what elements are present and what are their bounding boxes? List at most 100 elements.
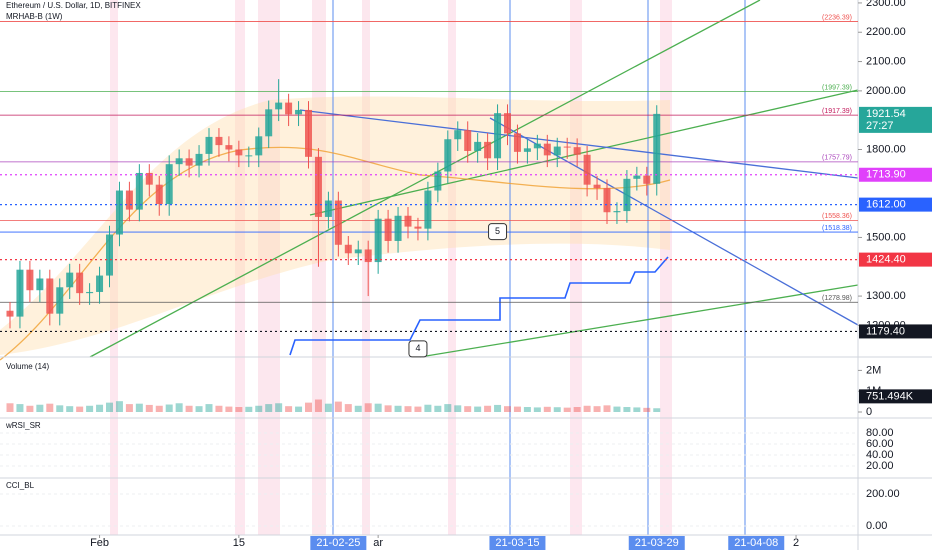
volume-bar [434,405,442,412]
trend-lines [0,0,859,361]
y-tick-label: 0 [866,406,872,418]
candle-body [275,102,283,110]
volume-bar [474,406,482,412]
volume-bar [195,406,203,412]
date-tag [489,536,546,550]
volume-bar [354,405,362,412]
volume-bar [235,407,243,412]
candle-body [523,148,531,152]
volume-bar [175,403,183,412]
candle-body [444,139,452,172]
volume-bar [424,404,432,412]
candle-body [215,136,223,146]
candle-body [225,145,233,150]
candle-body [583,154,591,185]
volume-bar [106,402,113,412]
level-label: (1997.39) [822,84,852,91]
x-tick-label: 21-02-25 [316,537,360,549]
candle-body [513,133,521,152]
volume-bar [464,406,472,412]
candle-body [135,172,143,210]
volume-bar [265,404,273,412]
volume-bar [205,404,213,412]
level-label: (1757.79) [822,155,852,162]
candle-body [26,269,34,291]
price-tag-label: 1921.54 [866,108,906,120]
candle-body [344,244,352,254]
candle-body [374,218,382,263]
candle-body [165,164,173,205]
volume-bar [454,405,462,412]
candle-body [434,171,442,191]
volume-bar [56,405,64,412]
volume-bar [444,404,452,412]
price-tag [859,252,932,267]
price-tag [859,106,932,133]
candle-body [115,190,123,235]
y-tick-label: 60.00 [866,438,894,450]
volume-bar [215,405,223,412]
volume-bar [16,404,24,412]
x-tick-label: 15 [233,537,245,549]
candle-body [324,200,332,217]
candle-body [533,143,541,149]
candle-body [653,113,661,184]
candle-body [384,218,392,241]
volume-bar [653,408,661,412]
volume-bar [145,404,153,412]
candle-body [265,109,273,137]
y-tick-label: 200.00 [866,488,900,500]
volume-bar [543,406,551,412]
price-tag-label: 1612.00 [866,199,906,211]
candle-body [484,141,492,159]
candle-body [603,188,611,213]
candle-body [504,113,511,134]
candle-body [314,156,322,217]
y-tick-label: 1800.00 [866,143,906,155]
volume-bar [364,403,372,412]
candle-body [145,172,153,185]
candle-body [185,158,193,166]
x-tick-label: ar [373,537,383,549]
candle-body [573,147,581,155]
candle-body [633,175,641,179]
volume-bar [344,404,352,412]
y-tick-label: 2200.00 [866,26,906,38]
candle-body [76,272,84,294]
x-tick-label: 2 [793,537,799,549]
volume-bar [314,399,322,412]
volume-bar [36,404,44,412]
candle-body [16,269,24,317]
candle-body [354,249,362,254]
volume-bar [165,404,173,412]
rsi-title: wRSI_SR [5,421,41,430]
volume-bar [115,401,123,412]
candle-body [454,130,462,140]
candle-body [175,158,183,165]
volume-bar [374,403,382,412]
date-tag [728,536,785,550]
volume-bar [504,406,511,412]
volume-bar [603,405,611,412]
price-tag-label: 1713.90 [866,169,906,181]
volume-bar [46,403,54,412]
candle-body [394,215,402,241]
candle-body [643,175,651,184]
volume-bar [285,406,293,412]
price-tag [859,197,932,212]
volume-bar [484,405,492,412]
volume-bar [76,406,84,412]
volume-bar [334,401,342,412]
volume-bar [324,403,332,412]
y-tick-label: 2100.00 [866,55,906,67]
candle-body [106,234,113,276]
price-tag-label: 1179.40 [866,325,905,337]
level-label: (2236.39) [822,14,852,21]
volume-bar [305,402,312,412]
volume-bar [414,406,422,412]
candle-body [56,287,64,314]
candle-body [414,226,422,229]
y-tick-label: 80.00 [866,427,894,439]
candle-body [553,146,561,156]
